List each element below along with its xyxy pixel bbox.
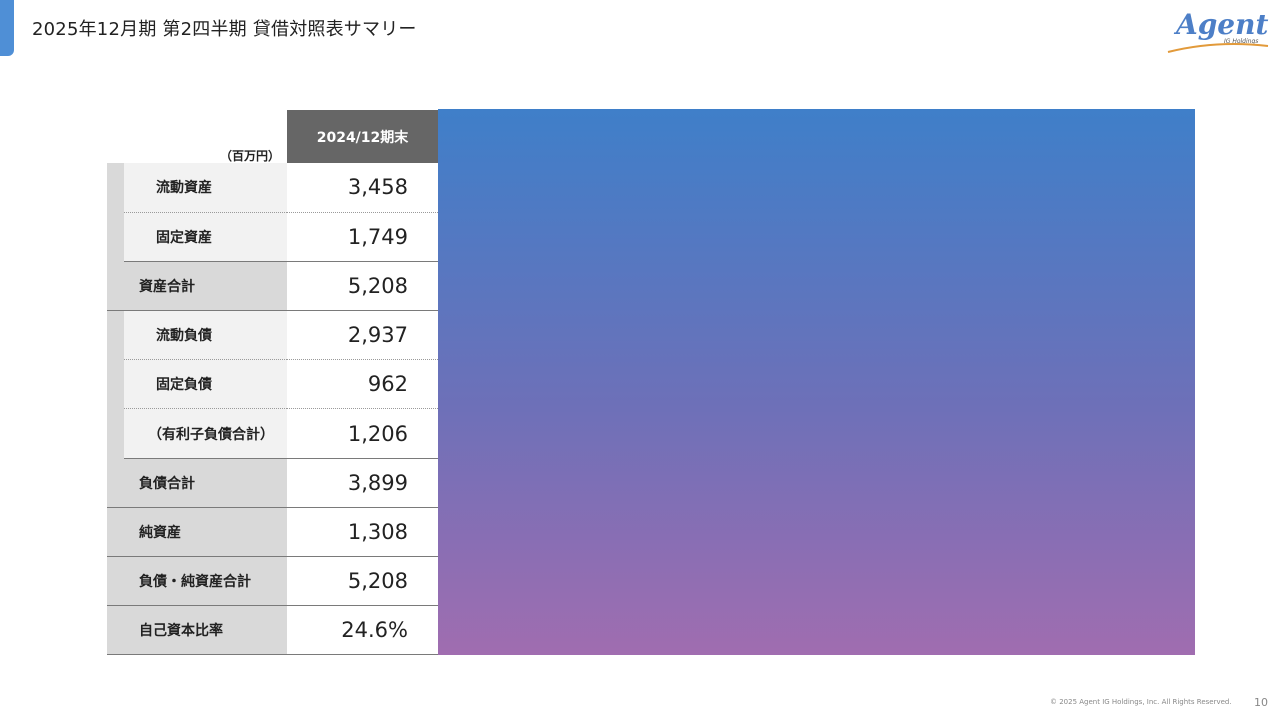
- row-label: 負債・純資産合計: [107, 556, 287, 607]
- header-current-period: 2025/12期 2Q末: [438, 110, 589, 163]
- page-title: 2025年12月期 第2四半期 貸借対照表サマリー: [32, 19, 417, 40]
- unit-label: （百万円）: [220, 149, 281, 163]
- liabilities-group-gutter: [107, 310, 124, 459]
- row-label: 純資産: [107, 507, 287, 558]
- logo-wordmark: Agent: [1176, 8, 1269, 41]
- prev-value: 3,899: [287, 458, 438, 508]
- table-row: 負債・純資産合計 5,208 4,838 △369 －: [107, 556, 1195, 607]
- row-label: （有利子負債合計）: [124, 408, 287, 459]
- table-row: 流動負債 2,937 2,722 △214 －: [107, 310, 1195, 459]
- prev-value: 1,749: [287, 212, 438, 262]
- assets-group-gutter: [107, 163, 124, 262]
- prev-value: 1,308: [287, 507, 438, 558]
- diff-value: △116: [589, 359, 740, 410]
- diff-value: △38: [589, 507, 740, 558]
- prev-value: 1,206: [287, 408, 438, 459]
- note-text: －: [740, 556, 1195, 607]
- current-value: 1,852: [438, 212, 589, 262]
- note-text: －: [740, 408, 1195, 459]
- header-diff: 増減額: [589, 110, 740, 163]
- table-row: 資産合計 5,208 4,838 △369 －: [107, 261, 1195, 312]
- note-text: －: [740, 458, 1195, 508]
- title-accent-bar: [0, 0, 14, 56]
- note-text: －: [740, 310, 1195, 361]
- table-row: 固定資産 1,749 1,852 ＋102 主にのれんが52百万円増加したことに…: [107, 212, 1195, 262]
- table-row: 純資産 1,308 1,269 △38 主に親会社株主に帰属する四半期純損失の計…: [107, 507, 1195, 558]
- prev-value: 962: [287, 359, 438, 410]
- table-row: 固定負債 962 846 △116 主に長期借入金が116百万円減少（返済）した…: [107, 359, 1195, 410]
- copyright-footer: © 2025 Agent IG Holdings, Inc. All Right…: [1050, 698, 1232, 706]
- header-prev-period: 2024/12期末: [287, 110, 438, 163]
- note-text: 主に親会社株主に帰属する四半期純損失の計上により利益剰余金が40百万円減少したこ…: [740, 507, 1195, 558]
- current-value: 25.3%: [438, 605, 589, 656]
- prev-value: 5,208: [287, 556, 438, 607]
- current-value: 2,722: [438, 310, 589, 361]
- row-label: 資産合計: [107, 261, 287, 312]
- note-text: －: [740, 261, 1195, 312]
- balance-sheet-table: 2024/12期末 2025/12期 2Q末 増減額 備考 流動資産 3,458…: [107, 110, 1195, 656]
- note-text: 主にのれんが52百万円増加したことによるもの: [740, 212, 1195, 262]
- logo-swoosh-icon: [1167, 43, 1269, 53]
- table-header-row: 2024/12期末 2025/12期 2Q末 増減額 備考: [107, 110, 1195, 163]
- diff-value: △116: [589, 408, 740, 459]
- header-blank-label: [124, 110, 287, 163]
- diff-value: ＋0.7pt: [589, 605, 740, 656]
- note-text: 主に長期借入金が116百万円減少（返済）したことによるもの: [740, 359, 1195, 410]
- row-label: 負債合計: [107, 458, 287, 508]
- current-value: 1,089: [438, 408, 589, 459]
- header-current-line1: 2025/12期: [474, 119, 553, 136]
- row-label: 固定資産: [124, 212, 287, 262]
- current-value: 846: [438, 359, 589, 410]
- diff-value: △472: [589, 163, 740, 213]
- diff-value: △369: [589, 556, 740, 607]
- current-value: 4,838: [438, 261, 589, 312]
- current-value: 4,838: [438, 556, 589, 607]
- row-label: 流動負債: [124, 310, 287, 361]
- note-text: 主に現金及び預金が455百万円減少したことによるもの: [740, 163, 1195, 213]
- current-value: 3,568: [438, 458, 589, 508]
- prev-value: 2,937: [287, 310, 438, 361]
- company-logo: Agent IG Holdings: [1166, 8, 1270, 56]
- header-note: 備考: [740, 110, 1195, 163]
- current-value: 2,986: [438, 163, 589, 213]
- table-row: 負債合計 3,899 3,568 △331 －: [107, 458, 1195, 508]
- row-label: 固定負債: [124, 359, 287, 410]
- header-current-line2: 2Q末: [495, 137, 532, 154]
- diff-value: ＋102: [589, 212, 740, 262]
- diff-value: △214: [589, 310, 740, 361]
- table-row: 流動資産 3,458 2,986 △472 主に現金及び預金が455百万円減少し…: [107, 163, 1195, 262]
- page-number: 10: [1254, 696, 1268, 709]
- row-label: 自己資本比率: [107, 605, 287, 656]
- table-row: （有利子負債合計） 1,206 1,089 △116 －: [107, 408, 1195, 459]
- prev-value: 5,208: [287, 261, 438, 312]
- diff-value: △331: [589, 458, 740, 508]
- header-blank: [107, 110, 124, 163]
- current-value: 1,269: [438, 507, 589, 558]
- prev-value: 24.6%: [287, 605, 438, 656]
- note-text: －: [740, 605, 1195, 656]
- table-row: 自己資本比率 24.6% 25.3% ＋0.7pt －: [107, 605, 1195, 656]
- row-label: 流動資産: [124, 163, 287, 213]
- prev-value: 3,458: [287, 163, 438, 213]
- logo-subtitle: IG Holdings: [1224, 38, 1259, 45]
- diff-value: △369: [589, 261, 740, 312]
